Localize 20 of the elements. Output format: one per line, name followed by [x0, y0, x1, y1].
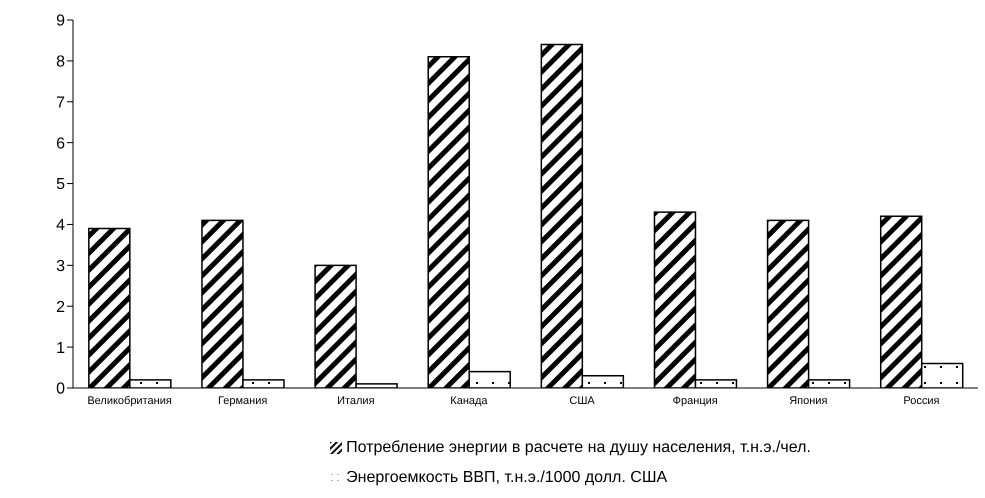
y-tick-label: 3 [56, 258, 66, 276]
x-tick-label: США [569, 394, 596, 407]
y-tick-label: 5 [56, 176, 66, 194]
x-tick-label: Канада [450, 394, 488, 407]
legend-label: Энергоемкость ВВП, т.н.э./1000 долл. США [346, 469, 668, 486]
y-tick-label: 7 [56, 94, 66, 112]
x-tick-label: Франция [672, 394, 718, 407]
x-tick-label: Италия [337, 394, 375, 407]
y-tick-label: 9 [56, 12, 66, 30]
y-tick-label: 2 [56, 298, 66, 316]
legend-label: Потребление энергии в расчете на душу населения, т.н.э./чел. [346, 439, 811, 456]
x-tick-label: Германия [218, 394, 268, 407]
y-tick-label: 8 [56, 54, 66, 71]
x-tick-label: Япония [789, 394, 828, 407]
y-tick-label: 4 [56, 217, 66, 234]
x-tick-label: Великобритания [87, 394, 172, 407]
x-tick-label: Россия [903, 394, 940, 407]
y-tick-label: 6 [56, 135, 66, 152]
y-tick-label: 1 [56, 340, 66, 357]
y-tick-label: 0 [56, 380, 66, 398]
